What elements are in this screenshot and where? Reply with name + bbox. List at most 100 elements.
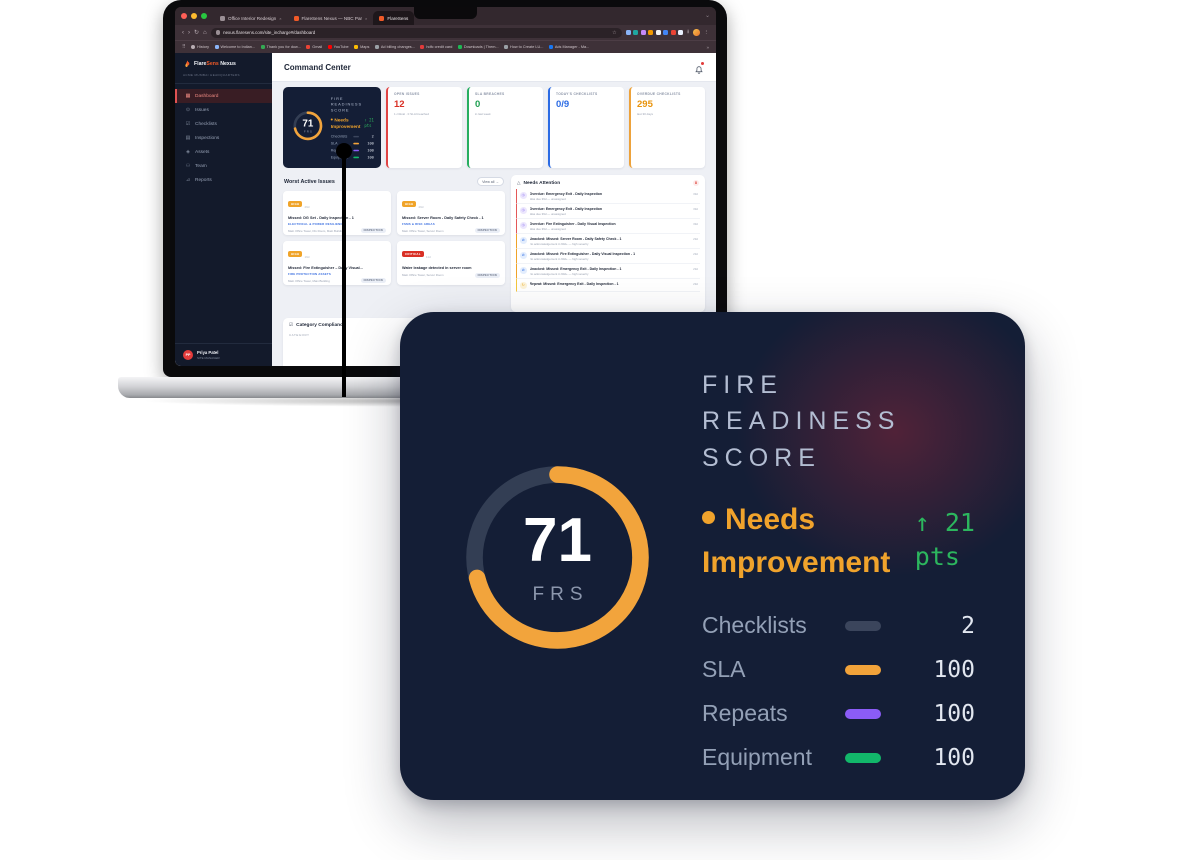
reports-icon: ⊿ — [185, 177, 191, 183]
extension-icon[interactable] — [648, 30, 654, 35]
bookmark-item[interactable]: How to Create LU... — [504, 45, 543, 49]
brand-name: FlareSens Nexus — [194, 61, 236, 67]
home-icon[interactable]: ⌂ — [203, 29, 207, 36]
profile-avatar[interactable] — [693, 29, 700, 36]
sidebar-item-team[interactable]: ⚇ Team — [185, 163, 207, 169]
tab-favicon — [293, 15, 299, 21]
frs-delta: ↑ 21 pts — [914, 507, 975, 571]
notification-dot — [701, 62, 704, 65]
bookmark-item[interactable]: Downloads | Them... — [457, 45, 499, 49]
tab-favicon — [379, 15, 385, 21]
bookmark-item[interactable]: Gmail — [306, 45, 322, 49]
metric-checklists: Checklists 2 — [330, 134, 374, 139]
sidebar-item-inspections[interactable]: ▤ Inspections — [185, 135, 220, 141]
bookmarks-overflow-icon[interactable]: » — [706, 44, 709, 50]
refresh-icon[interactable]: ↻ — [194, 29, 200, 36]
window-controls[interactable] — [181, 7, 207, 25]
sidebar-item-checklists[interactable]: ☑ Checklists — [185, 121, 217, 127]
frs-delta: ↑ 21 pts — [364, 117, 374, 128]
browser-toolbar: ‹ › ↻ ⌂ nexus.flaresens.com/site_incharg… — [175, 25, 716, 40]
needs-attention-panel: △ Needs Attention 8 ◷ Overdue: Emergency … — [511, 175, 705, 312]
sidebar-item-assets[interactable]: ◈ Assets — [186, 149, 210, 155]
tab-favicon — [220, 15, 225, 21]
bookmark-item[interactable]: Thank you for dow... — [260, 45, 301, 49]
attention-item[interactable]: ⊘ Unacked: Missed: Fire Extinguisher - D… — [516, 249, 700, 264]
stat-overdue-checklists[interactable]: OVERDUE CHECKLISTS 295 last 30 days — [629, 87, 705, 168]
tab-close-icon[interactable]: × — [279, 15, 282, 21]
notifications-bell-icon[interactable] — [694, 62, 704, 74]
stat-sla-breaches[interactable]: SLA BREACHES 0 in last week — [467, 87, 543, 168]
extension-icon[interactable] — [625, 30, 631, 35]
pill-orange — [845, 664, 881, 675]
pill-slate — [353, 135, 359, 138]
bookmark-item[interactable]: Welcome to Indian... — [214, 45, 255, 49]
attention-item[interactable]: ⊘ Unacked: Missed: Emergency Exit - Dail… — [516, 264, 700, 279]
stat-todays-checklists[interactable]: TODAY'S CHECKLISTS 0/9 — [548, 87, 624, 168]
assets-icon: ◈ — [186, 149, 190, 155]
pill-orange — [353, 142, 359, 145]
bookmark-item[interactable]: YouTube — [327, 45, 349, 49]
sidebar-item-issues[interactable]: ⊙ Issues — [185, 107, 209, 113]
type-tag: INSPECTION — [474, 228, 500, 234]
user-name: Priya Patel — [197, 350, 219, 355]
user-role: SITE MANAGER — [197, 356, 220, 360]
extension-icon[interactable] — [640, 30, 646, 35]
browser-tab-active[interactable]: FlareSens — [373, 11, 415, 25]
menu-kebab-icon[interactable]: ⋮ — [703, 29, 710, 36]
bookmark-item[interactable]: hdfc credit card — [420, 45, 452, 49]
fire-readiness-score-card[interactable]: 71 FRS FIRE READINESS SCORE Needs Improv… — [283, 87, 381, 168]
pill-purple — [845, 708, 881, 719]
attention-item[interactable]: ⊘ Unacked: Missed: Server Room - Daily S… — [516, 234, 700, 249]
extension-icon[interactable] — [670, 30, 676, 35]
callout-connector-line — [342, 150, 346, 397]
bookmark-item[interactable]: Maps — [354, 45, 369, 49]
stat-open-issues[interactable]: OPEN ISSUES 12 1 critical · 0 SLA breach… — [386, 87, 462, 168]
browser-tab-2[interactable]: FlareSens Nexus — NBC Par × — [288, 11, 374, 25]
extension-icon[interactable] — [655, 30, 661, 35]
attention-item[interactable]: ◷ Overdue: Emergency Exit - Daily Inspec… — [516, 204, 700, 219]
url-bar[interactable]: nexus.flaresens.com/site_incharge#/dashb… — [210, 27, 622, 38]
minimize-window-icon[interactable] — [191, 13, 197, 19]
favicon — [504, 45, 509, 49]
frs-unit: FRS — [303, 129, 313, 134]
chevron-down-icon[interactable]: ⌄ — [704, 13, 710, 19]
tab-close-icon[interactable]: × — [365, 15, 368, 21]
site-info-icon[interactable] — [215, 30, 221, 35]
issue-card[interactable]: CRITICAL11d Water leakage detected in se… — [397, 241, 505, 285]
dashboard-icon: ▦ — [185, 93, 191, 99]
issue-card[interactable]: HIGH29d Missed: Server Room - Daily Safe… — [397, 191, 505, 235]
clock-icon: ◷ — [520, 222, 527, 229]
issue-card[interactable]: HIGH29d Missed: DG Set - Daily Inspectio… — [283, 191, 391, 235]
attention-item[interactable]: ◷ Overdue: Fire Extinguisher - Daily Vis… — [516, 219, 700, 234]
metric-sla: SLA 100 — [330, 141, 374, 146]
callout-connector-dot — [336, 143, 352, 159]
brand: FlareSens Nexus — [175, 53, 272, 71]
attention-item[interactable]: ◷ Overdue: Emergency Exit - Daily Inspec… — [516, 189, 700, 204]
page-title: Command Center — [284, 62, 351, 72]
back-icon[interactable]: ‹ — [182, 29, 184, 36]
extension-icon[interactable] — [678, 30, 684, 35]
attention-item[interactable]: ↻ Repeat: Missed: Emergency Exit - Daily… — [516, 279, 700, 292]
issue-card[interactable]: HIGH19d Missed: Fire Extinguisher – Dail… — [283, 241, 391, 285]
sidebar-item-dashboard[interactable]: ▦ Dashboard — [175, 89, 272, 103]
worst-active-issues-section: Worst Active Issues View all → HIGH29d M… — [283, 175, 505, 312]
extension-icon[interactable] — [663, 30, 669, 35]
downloads-icon[interactable]: ⭳ — [687, 29, 689, 35]
sidebar-item-reports[interactable]: ⊿ Reports — [185, 177, 212, 183]
apps-grid-icon[interactable]: ⠿ — [182, 44, 186, 50]
view-all-button[interactable]: View all → — [477, 177, 504, 186]
close-window-icon[interactable] — [181, 13, 187, 19]
frs-card-mini: 71 FRS FIRE READINESS SCORE Needs Improv… — [283, 87, 381, 164]
forward-icon[interactable]: › — [188, 29, 190, 36]
bookmark-item[interactable]: Ads Manager - Ma... — [548, 45, 589, 49]
bookmark-item[interactable]: History — [191, 45, 209, 49]
maximize-window-icon[interactable] — [201, 13, 207, 19]
browser-tab-1[interactable]: Office Interior Redesign × — [214, 11, 288, 25]
frs-title: FIRE READINESS SCORE — [330, 96, 363, 113]
bookmark-item[interactable]: Ad billing changes... — [374, 45, 415, 49]
camera-notch — [414, 7, 477, 19]
bookmark-star-icon[interactable]: ☆ — [612, 29, 617, 36]
extension-icon[interactable] — [633, 30, 639, 35]
user-profile[interactable]: PP Priya Patel SITE MANAGER — [175, 343, 272, 366]
